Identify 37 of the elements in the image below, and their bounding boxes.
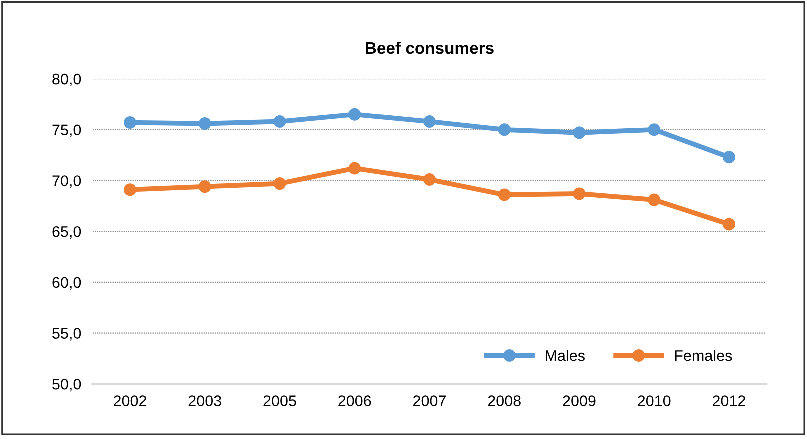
point <box>722 218 736 231</box>
y-tick-label: 80,0 <box>52 74 82 87</box>
x-tick-label: 2006 <box>338 396 372 406</box>
x-tick-label: 2012 <box>712 396 746 406</box>
y-tick-label: 55,0 <box>52 328 82 341</box>
point <box>573 188 586 200</box>
point <box>348 108 362 121</box>
y-tick-label: 60,0 <box>52 277 82 290</box>
x-tick-label: 2010 <box>638 396 671 406</box>
point <box>573 126 586 140</box>
point <box>648 124 661 136</box>
point <box>124 184 136 196</box>
legend-label: Females <box>675 350 732 362</box>
point <box>722 151 736 164</box>
x-tick-label: 2007 <box>414 396 446 406</box>
point <box>423 115 436 128</box>
point <box>498 188 511 202</box>
y-tick-label: 50,0 <box>52 378 82 392</box>
point <box>274 178 286 190</box>
x-tick-label: 2005 <box>264 396 296 406</box>
point <box>648 194 661 206</box>
x-tick-label: 2003 <box>188 396 222 406</box>
point <box>274 115 286 128</box>
point <box>348 162 362 175</box>
point <box>198 118 212 130</box>
chart-title: Beef consumers <box>366 42 494 54</box>
legend-label: Males <box>546 350 585 362</box>
y-tick-label: 70,0 <box>52 176 82 188</box>
y-tick-label: 65,0 <box>52 226 82 240</box>
x-tick-label: 2002 <box>114 396 146 406</box>
x-tick-label: 2008 <box>488 396 521 406</box>
y-tick-label: 75,0 <box>52 124 82 138</box>
point <box>423 173 436 186</box>
point <box>198 180 212 194</box>
x-tick-label: 2009 <box>563 396 596 406</box>
point <box>498 124 511 136</box>
point <box>124 116 136 129</box>
